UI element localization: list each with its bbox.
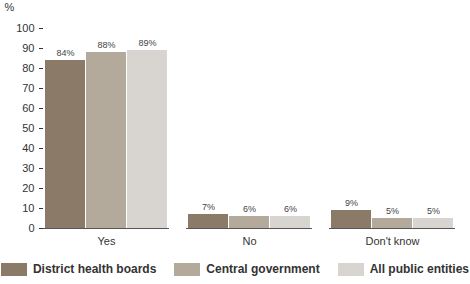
svg-text:20: 20 [22,182,34,194]
html-text:All public entities: All public entities [369,262,469,276]
html-text:District health boards: District health boards [33,262,157,276]
svg-text:84%: 84% [56,48,74,58]
svg-text:89%: 89% [138,38,156,48]
svg-text:%: % [5,1,15,13]
svg-text:5%: 5% [386,206,399,216]
svg-text:40: 40 [22,142,34,154]
svg-text:Don't know: Don't know [365,235,419,247]
svg-text:70: 70 [22,82,34,94]
svg-text:60: 60 [22,102,34,114]
svg-text:7%: 7% [202,202,215,212]
svg-text:Yes: Yes [98,235,116,247]
svg-text:6%: 6% [243,204,256,214]
svg-text:10: 10 [22,202,34,214]
svg-text:No: No [242,235,256,247]
svg-text:88%: 88% [97,40,115,50]
svg-text:90: 90 [22,42,34,54]
svg-text:30: 30 [22,162,34,174]
html-text:Central government: Central government [206,262,320,276]
svg-text:50: 50 [22,122,34,134]
svg-text:6%: 6% [284,204,297,214]
svg-text:9%: 9% [345,198,358,208]
svg-text:0: 0 [28,222,34,234]
svg-text:80: 80 [22,62,34,74]
svg-text:5%: 5% [427,206,440,216]
svg-text:100: 100 [16,22,34,34]
